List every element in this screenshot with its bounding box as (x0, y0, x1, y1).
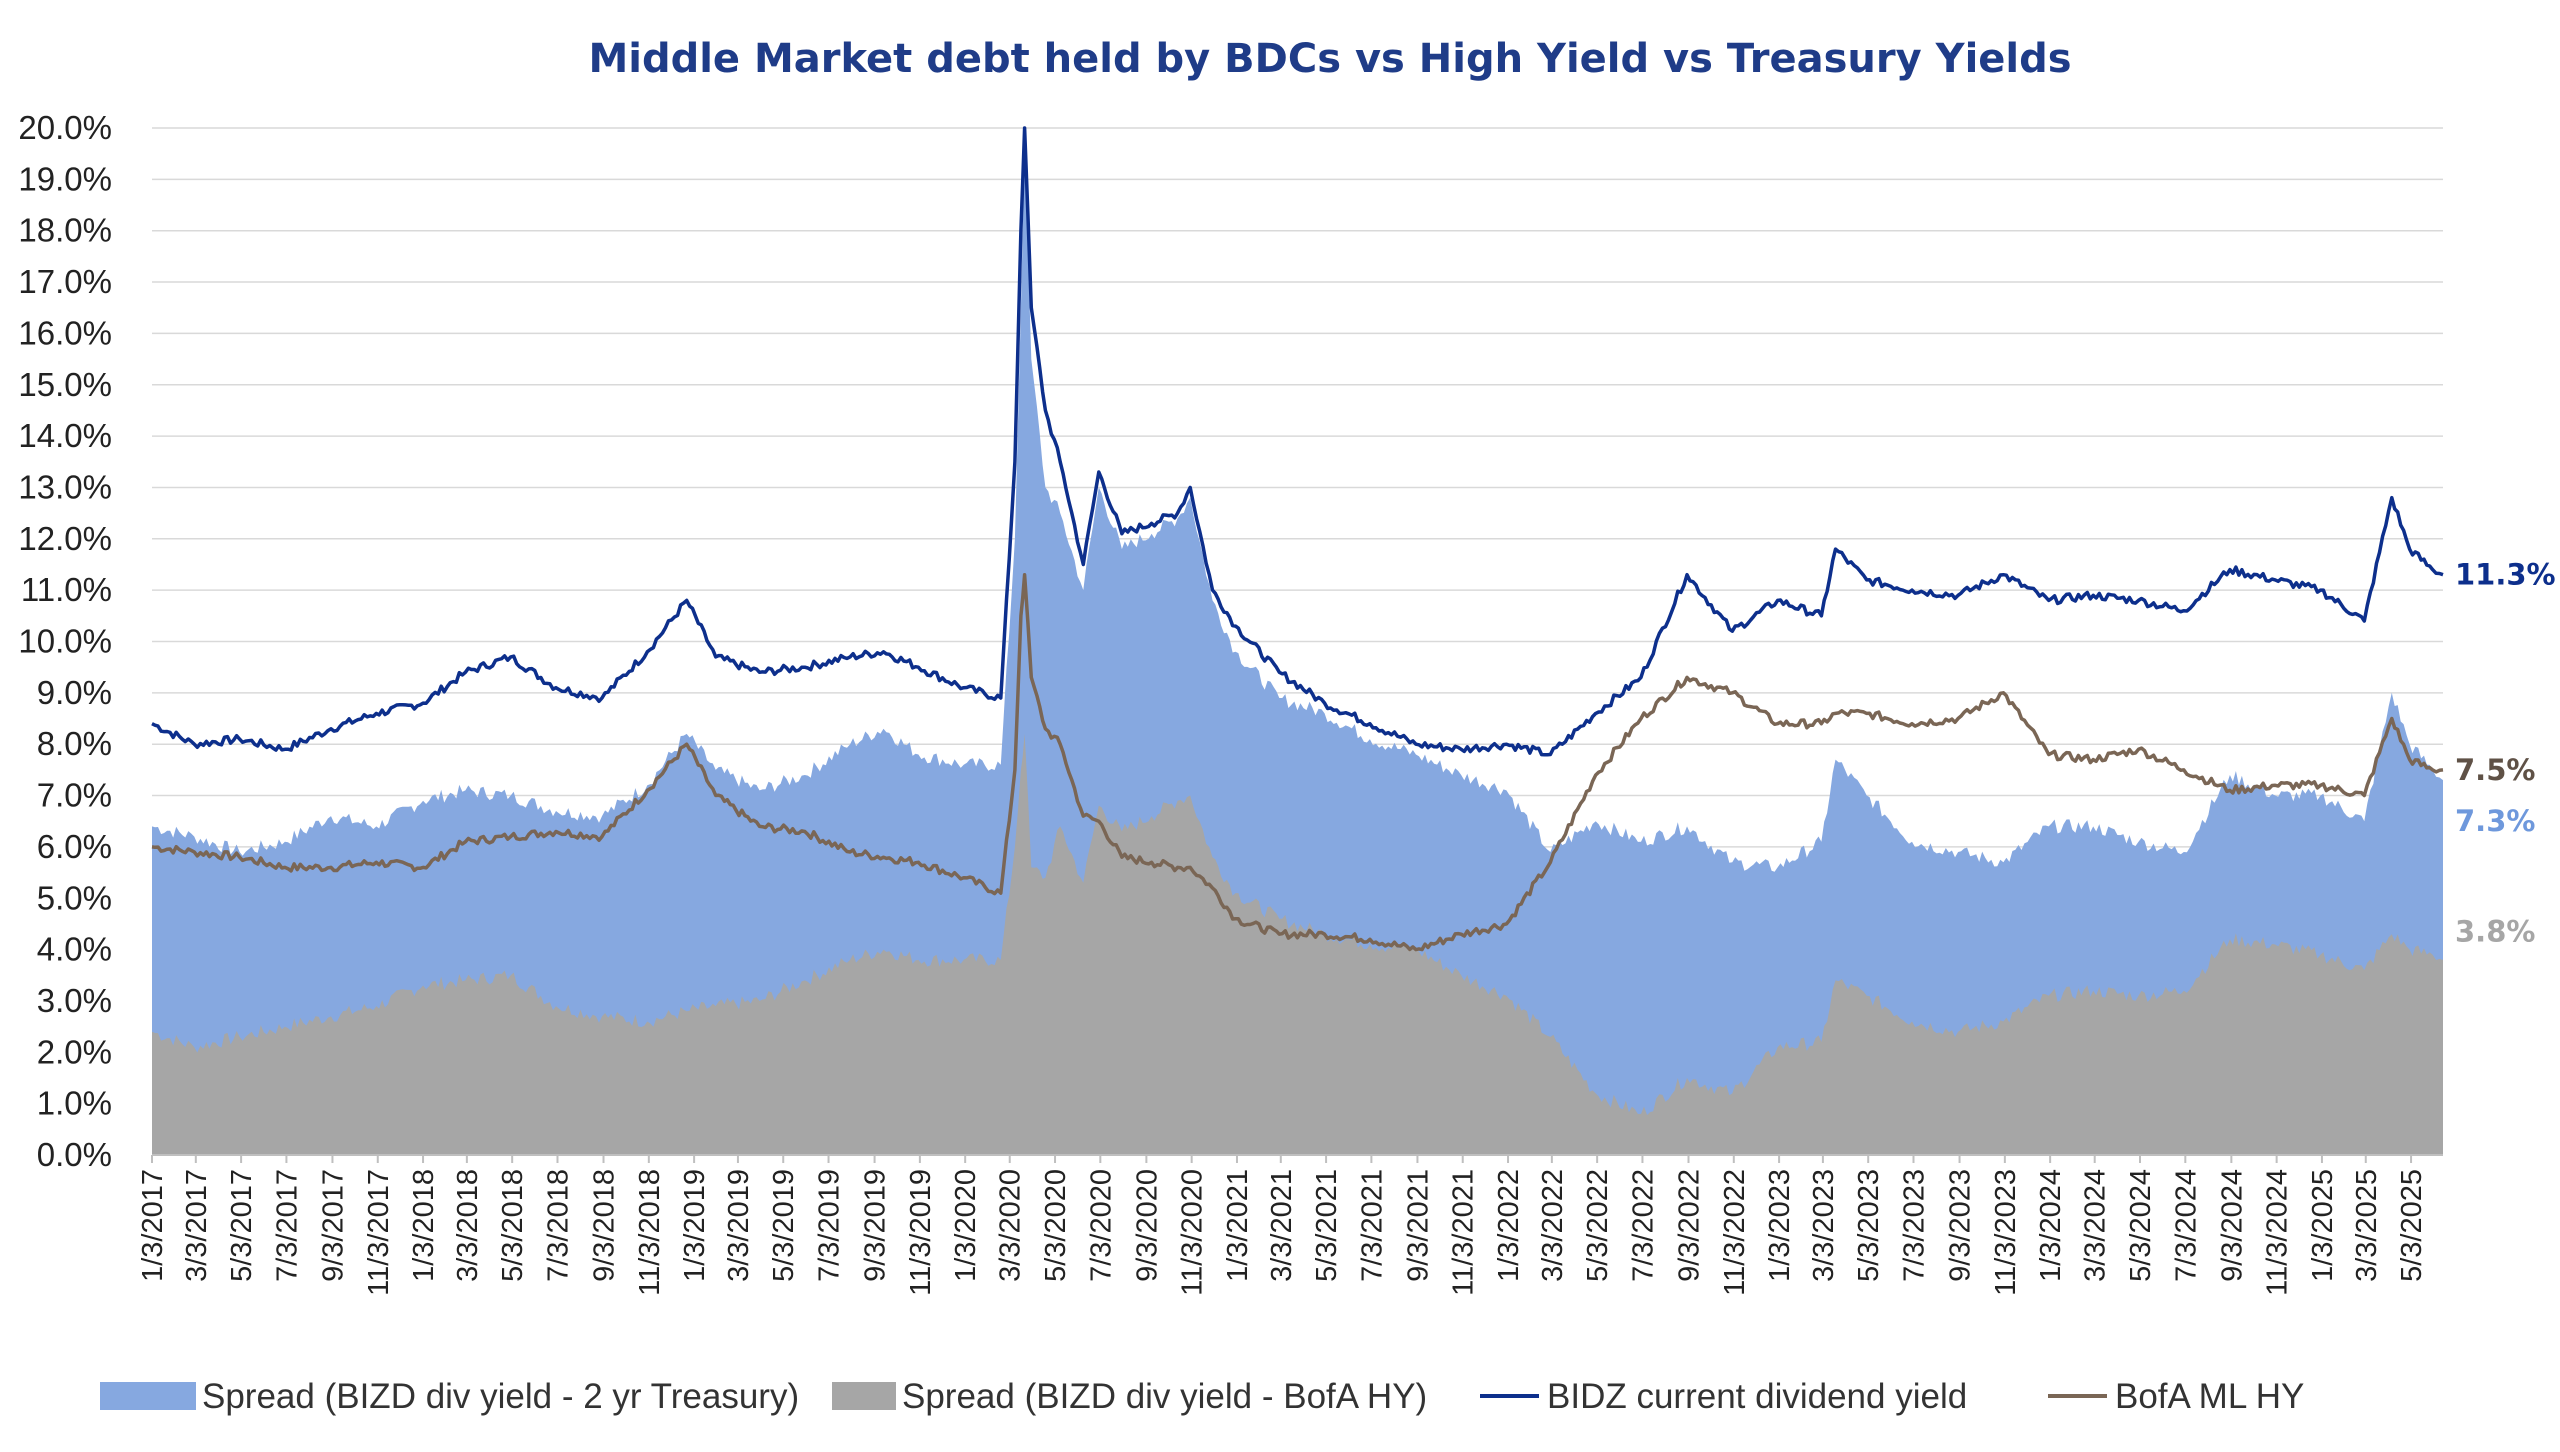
y-tick-label: 18.0% (18, 212, 112, 249)
y-tick-label: 10.0% (18, 623, 112, 660)
y-tick-label: 5.0% (37, 879, 112, 916)
x-tick-label: 3/3/2018 (452, 1169, 484, 1282)
x-tick-label: 5/3/2019 (768, 1169, 800, 1282)
y-tick-label: 9.0% (37, 674, 112, 711)
x-tick-label: 5/3/2020 (1040, 1169, 1072, 1282)
x-tick-label: 7/3/2024 (2170, 1169, 2202, 1282)
x-tick-label: 11/3/2017 (363, 1169, 395, 1296)
x-tick-label: 7/3/2023 (1899, 1169, 1931, 1282)
line-bofa-ml-hy (151, 572, 2444, 952)
x-tick-label: 5/3/2024 (2125, 1169, 2157, 1282)
x-tick-label: 7/3/2021 (1356, 1169, 1388, 1282)
x-tick-label: 1/3/2025 (2307, 1169, 2339, 1282)
x-tick-label: 9/3/2023 (1945, 1169, 1977, 1282)
y-tick-label: 3.0% (37, 982, 112, 1019)
x-tick-label: 3/3/2025 (2351, 1169, 2383, 1282)
x-tick-labels: 1/3/2017 3/3/2017 5/3/2017 7/3/2017 9/3/2017… (137, 1155, 2428, 1296)
x-tick-label: 3/3/2021 (1266, 1169, 1298, 1282)
area-spread-bizd-div-yield-2-yr-treasury (152, 148, 2443, 1155)
x-tick-label: 9/3/2020 (1131, 1169, 1163, 1282)
legend-label: Spread (BIZD div yield - BofA HY) (902, 1377, 1427, 1416)
x-tick-label: 5/3/2025 (2396, 1169, 2428, 1282)
x-tick-label: 7/3/2018 (542, 1169, 574, 1282)
x-tick-label: 1/3/2020 (950, 1169, 982, 1282)
x-tick-label: 11/3/2021 (1448, 1169, 1480, 1296)
x-tick-label: 1/3/2017 (137, 1169, 169, 1282)
y-tick-label: 16.0% (18, 314, 112, 351)
x-tick-label: 9/3/2019 (860, 1169, 892, 1282)
y-tick-label: 19.0% (18, 160, 112, 197)
x-tick-label: 5/3/2018 (497, 1169, 529, 1282)
legend-label: BIDZ current dividend yield (1547, 1377, 1967, 1416)
x-tick-label: 3/3/2024 (2080, 1169, 2112, 1282)
y-tick-label: 20.0% (18, 109, 112, 146)
x-tick-label: 7/3/2019 (814, 1169, 846, 1282)
y-tick-label: 15.0% (18, 366, 112, 403)
x-tick-label: 3/3/2023 (1808, 1169, 1840, 1282)
x-tick-label: 5/3/2021 (1311, 1169, 1343, 1282)
x-tick-label: 3/3/2020 (995, 1169, 1027, 1282)
x-tick-label: 11/3/2020 (1177, 1169, 1209, 1296)
legend-swatch (832, 1382, 896, 1410)
y-tick-label: 0.0% (37, 1136, 112, 1173)
y-tick-label: 12.0% (18, 520, 112, 557)
end-labels: 11.3% 7.5% 7.3% 3.8% (2455, 558, 2556, 949)
y-tick-label: 7.0% (37, 777, 112, 814)
x-tick-label: 11/3/2024 (2262, 1169, 2294, 1296)
y-tick-label: 14.0% (18, 417, 112, 454)
x-tick-label: 9/3/2024 (2216, 1169, 2248, 1282)
y-tick-label: 1.0% (37, 1085, 112, 1122)
x-tick-label: 7/3/2022 (1627, 1169, 1659, 1282)
y-tick-labels: 0.0% 1.0% 2.0% 3.0% 4.0% 5.0% 6.0% 7.0% 8.0% 9.0%… (18, 109, 112, 1173)
y-tick-label: 4.0% (37, 931, 112, 968)
x-tick-label: 11/3/2018 (634, 1169, 666, 1296)
end-label: 11.3% (2455, 558, 2556, 592)
area-series (152, 148, 2443, 1155)
x-tick-label: 3/3/2022 (1537, 1169, 1569, 1282)
y-tick-label: 17.0% (18, 263, 112, 300)
y-tick-label: 11.0% (21, 571, 112, 608)
x-tick-label: 5/3/2017 (226, 1169, 258, 1282)
x-tick-label: 1/3/2023 (1764, 1169, 1796, 1282)
y-tick-label: 2.0% (37, 1033, 112, 1070)
x-tick-label: 5/3/2023 (1853, 1169, 1885, 1282)
x-tick-label: 11/3/2023 (1990, 1169, 2022, 1296)
end-label: 7.5% (2455, 753, 2535, 787)
x-tick-label: 5/3/2022 (1582, 1169, 1614, 1282)
x-tick-label: 11/3/2019 (905, 1169, 937, 1296)
legend: Spread (BIZD div yield - 2 yr Treasury) S… (100, 1377, 2304, 1416)
line-series (151, 126, 2444, 952)
chart-title: Middle Market debt held by BDCs vs High … (588, 36, 2071, 82)
x-tick-label: 1/3/2019 (679, 1169, 711, 1282)
x-tick-label: 9/3/2022 (1673, 1169, 1705, 1282)
y-tick-label: 6.0% (37, 828, 112, 865)
line-bidz-current-dividend-yield (151, 126, 2444, 757)
x-tick-label: 3/3/2017 (181, 1169, 213, 1282)
x-tick-label: 1/3/2022 (1493, 1169, 1525, 1282)
end-label: 3.8% (2455, 915, 2535, 949)
legend-swatch (100, 1382, 196, 1410)
x-tick-label: 7/3/2017 (271, 1169, 303, 1282)
x-tick-label: 9/3/2017 (317, 1169, 349, 1282)
x-tick-label: 1/3/2024 (2035, 1169, 2067, 1282)
y-tick-label: 8.0% (37, 725, 112, 762)
x-tick-label: 9/3/2021 (1402, 1169, 1434, 1282)
x-tick-label: 1/3/2021 (1222, 1169, 1254, 1282)
y-tick-label: 13.0% (18, 468, 112, 505)
x-tick-label: 11/3/2022 (1719, 1169, 1751, 1296)
x-tick-label: 9/3/2018 (589, 1169, 621, 1282)
end-label: 7.3% (2455, 804, 2535, 838)
legend-label: Spread (BIZD div yield - 2 yr Treasury) (202, 1377, 799, 1416)
area-spread-bizd-div-yield-bofa-hy (152, 733, 2443, 1155)
x-tick-label: 3/3/2019 (723, 1169, 755, 1282)
x-tick-label: 7/3/2020 (1085, 1169, 1117, 1282)
legend-label: BofA ML HY (2115, 1377, 2304, 1416)
x-tick-label: 1/3/2018 (408, 1169, 440, 1282)
